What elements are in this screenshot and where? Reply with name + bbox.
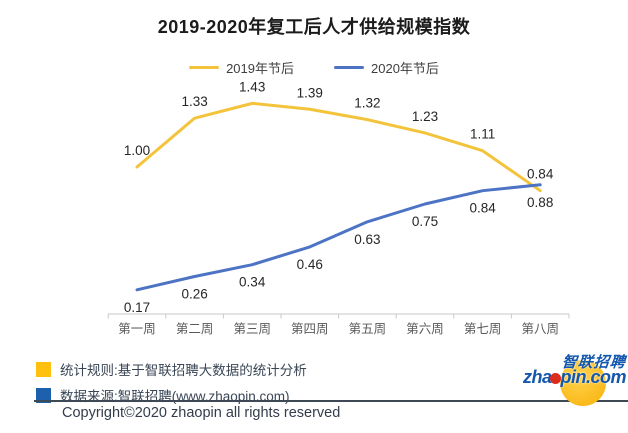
note-data-source: 数据来源:智联招聘(www.zhaopin.com) — [36, 385, 307, 405]
logo-circle-icon — [560, 360, 606, 406]
value-label: 1.11 — [470, 127, 495, 142]
logo-domain-pre: zha — [522, 367, 552, 387]
x-axis-label: 第六周 — [406, 322, 444, 336]
legend-label-2020: 2020年节后 — [371, 61, 439, 76]
value-label: 0.34 — [239, 275, 266, 290]
value-label: 1.00 — [124, 143, 150, 158]
note-text: 统计规则:基于智联招聘大数据的统计分析 — [60, 363, 307, 378]
value-label: 0.84 — [527, 167, 554, 182]
value-label: 1.43 — [239, 79, 265, 94]
footnotes: 统计规则:基于智联招聘大数据的统计分析 数据来源:智联招聘(www.zhaopi… — [36, 359, 307, 411]
value-label: 0.75 — [412, 214, 438, 229]
yellow-square-icon — [36, 361, 51, 377]
value-label: 1.39 — [297, 85, 323, 100]
legend-item-2019: 2019年节后 — [189, 58, 294, 77]
copyright-text: Copyright©2020 zhaopin all rights reserv… — [62, 405, 341, 421]
x-axis-label: 第七周 — [464, 322, 502, 336]
legend-label-2019: 2019年节后 — [226, 61, 294, 76]
series-line-2019 — [135, 101, 542, 193]
value-label: 0.88 — [527, 195, 553, 210]
zhaopin-logo: 智联招聘 zha pin.com — [522, 348, 627, 408]
series-line-2020 — [135, 183, 542, 292]
note-statistics-rule: 统计规则:基于智联招聘大数据的统计分析 — [36, 359, 307, 379]
chart-title: 2019-2020年复工后人才供给规模指数 — [157, 17, 471, 37]
logo-domain-post: pin.com — [560, 367, 626, 387]
footer-divider — [34, 400, 628, 402]
x-axis-label: 第三周 — [233, 322, 271, 336]
value-label: 1.32 — [354, 96, 380, 111]
value-label: 1.33 — [181, 94, 207, 109]
line-chart: 第一周 第二周 第三周 第四周 第五周 第六周 第七周 第八周 1.00 1.33 1.43 1.39… — [107, 79, 570, 336]
value-label: 1.23 — [412, 109, 438, 124]
x-axis-label: 第五周 — [349, 322, 387, 336]
chart-legend: 2019年节后 2020年节后 — [0, 58, 628, 77]
logo-red-dot-icon — [550, 373, 562, 384]
note-text: 数据来源:智联招聘(www.zhaopin.com) — [60, 389, 290, 404]
legend-line-swatch-2019 — [189, 65, 220, 70]
x-axis-label: 第八周 — [521, 322, 559, 336]
legend-line-swatch-2020 — [334, 65, 364, 70]
blue-square-icon — [36, 387, 51, 403]
x-axis-label: 第一周 — [118, 322, 156, 336]
x-axis-label: 第四周 — [291, 322, 329, 336]
value-label: 0.46 — [297, 257, 323, 272]
value-label: 0.17 — [124, 300, 150, 315]
value-label: 0.26 — [181, 287, 207, 302]
value-label: 0.63 — [354, 232, 380, 247]
value-label: 0.84 — [469, 201, 496, 216]
logo-domain-text: zha pin.com — [522, 367, 627, 388]
legend-item-2020: 2020年节后 — [334, 58, 439, 77]
x-axis-label: 第二周 — [176, 322, 214, 336]
